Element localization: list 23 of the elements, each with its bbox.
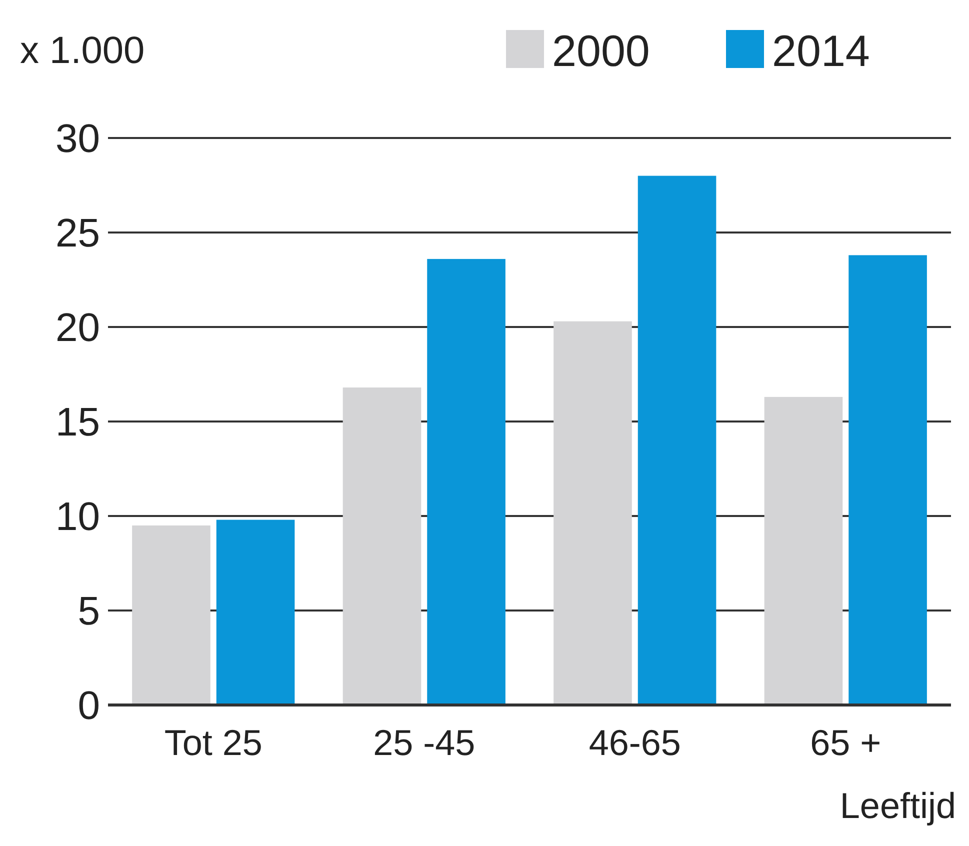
legend-label: 2014	[772, 27, 870, 76]
bar	[764, 396, 843, 705]
y-tick-label: 20	[56, 306, 100, 350]
bar	[427, 258, 506, 705]
bar	[342, 387, 422, 705]
y-tick-label: 10	[56, 495, 100, 539]
bar	[132, 525, 210, 705]
x-tick-label: Tot 25	[164, 722, 262, 763]
bar	[638, 176, 716, 705]
y-axis-title: x 1.000	[20, 30, 145, 72]
bar	[554, 321, 632, 705]
x-tick-label: 25 -45	[373, 722, 476, 763]
x-axis-title: Leeftijd	[840, 785, 956, 826]
y-tick-label: 0	[78, 684, 100, 728]
bar	[848, 255, 927, 705]
x-tick-label: 65 +	[810, 722, 882, 763]
x-tick-label: 46-65	[588, 722, 681, 763]
y-tick-label: 15	[56, 400, 100, 444]
legend-label: 2000	[552, 27, 650, 76]
y-tick-label: 30	[56, 117, 100, 161]
bar	[216, 520, 295, 705]
y-tick-label: 25	[56, 212, 100, 256]
y-tick-label: 5	[78, 590, 100, 634]
